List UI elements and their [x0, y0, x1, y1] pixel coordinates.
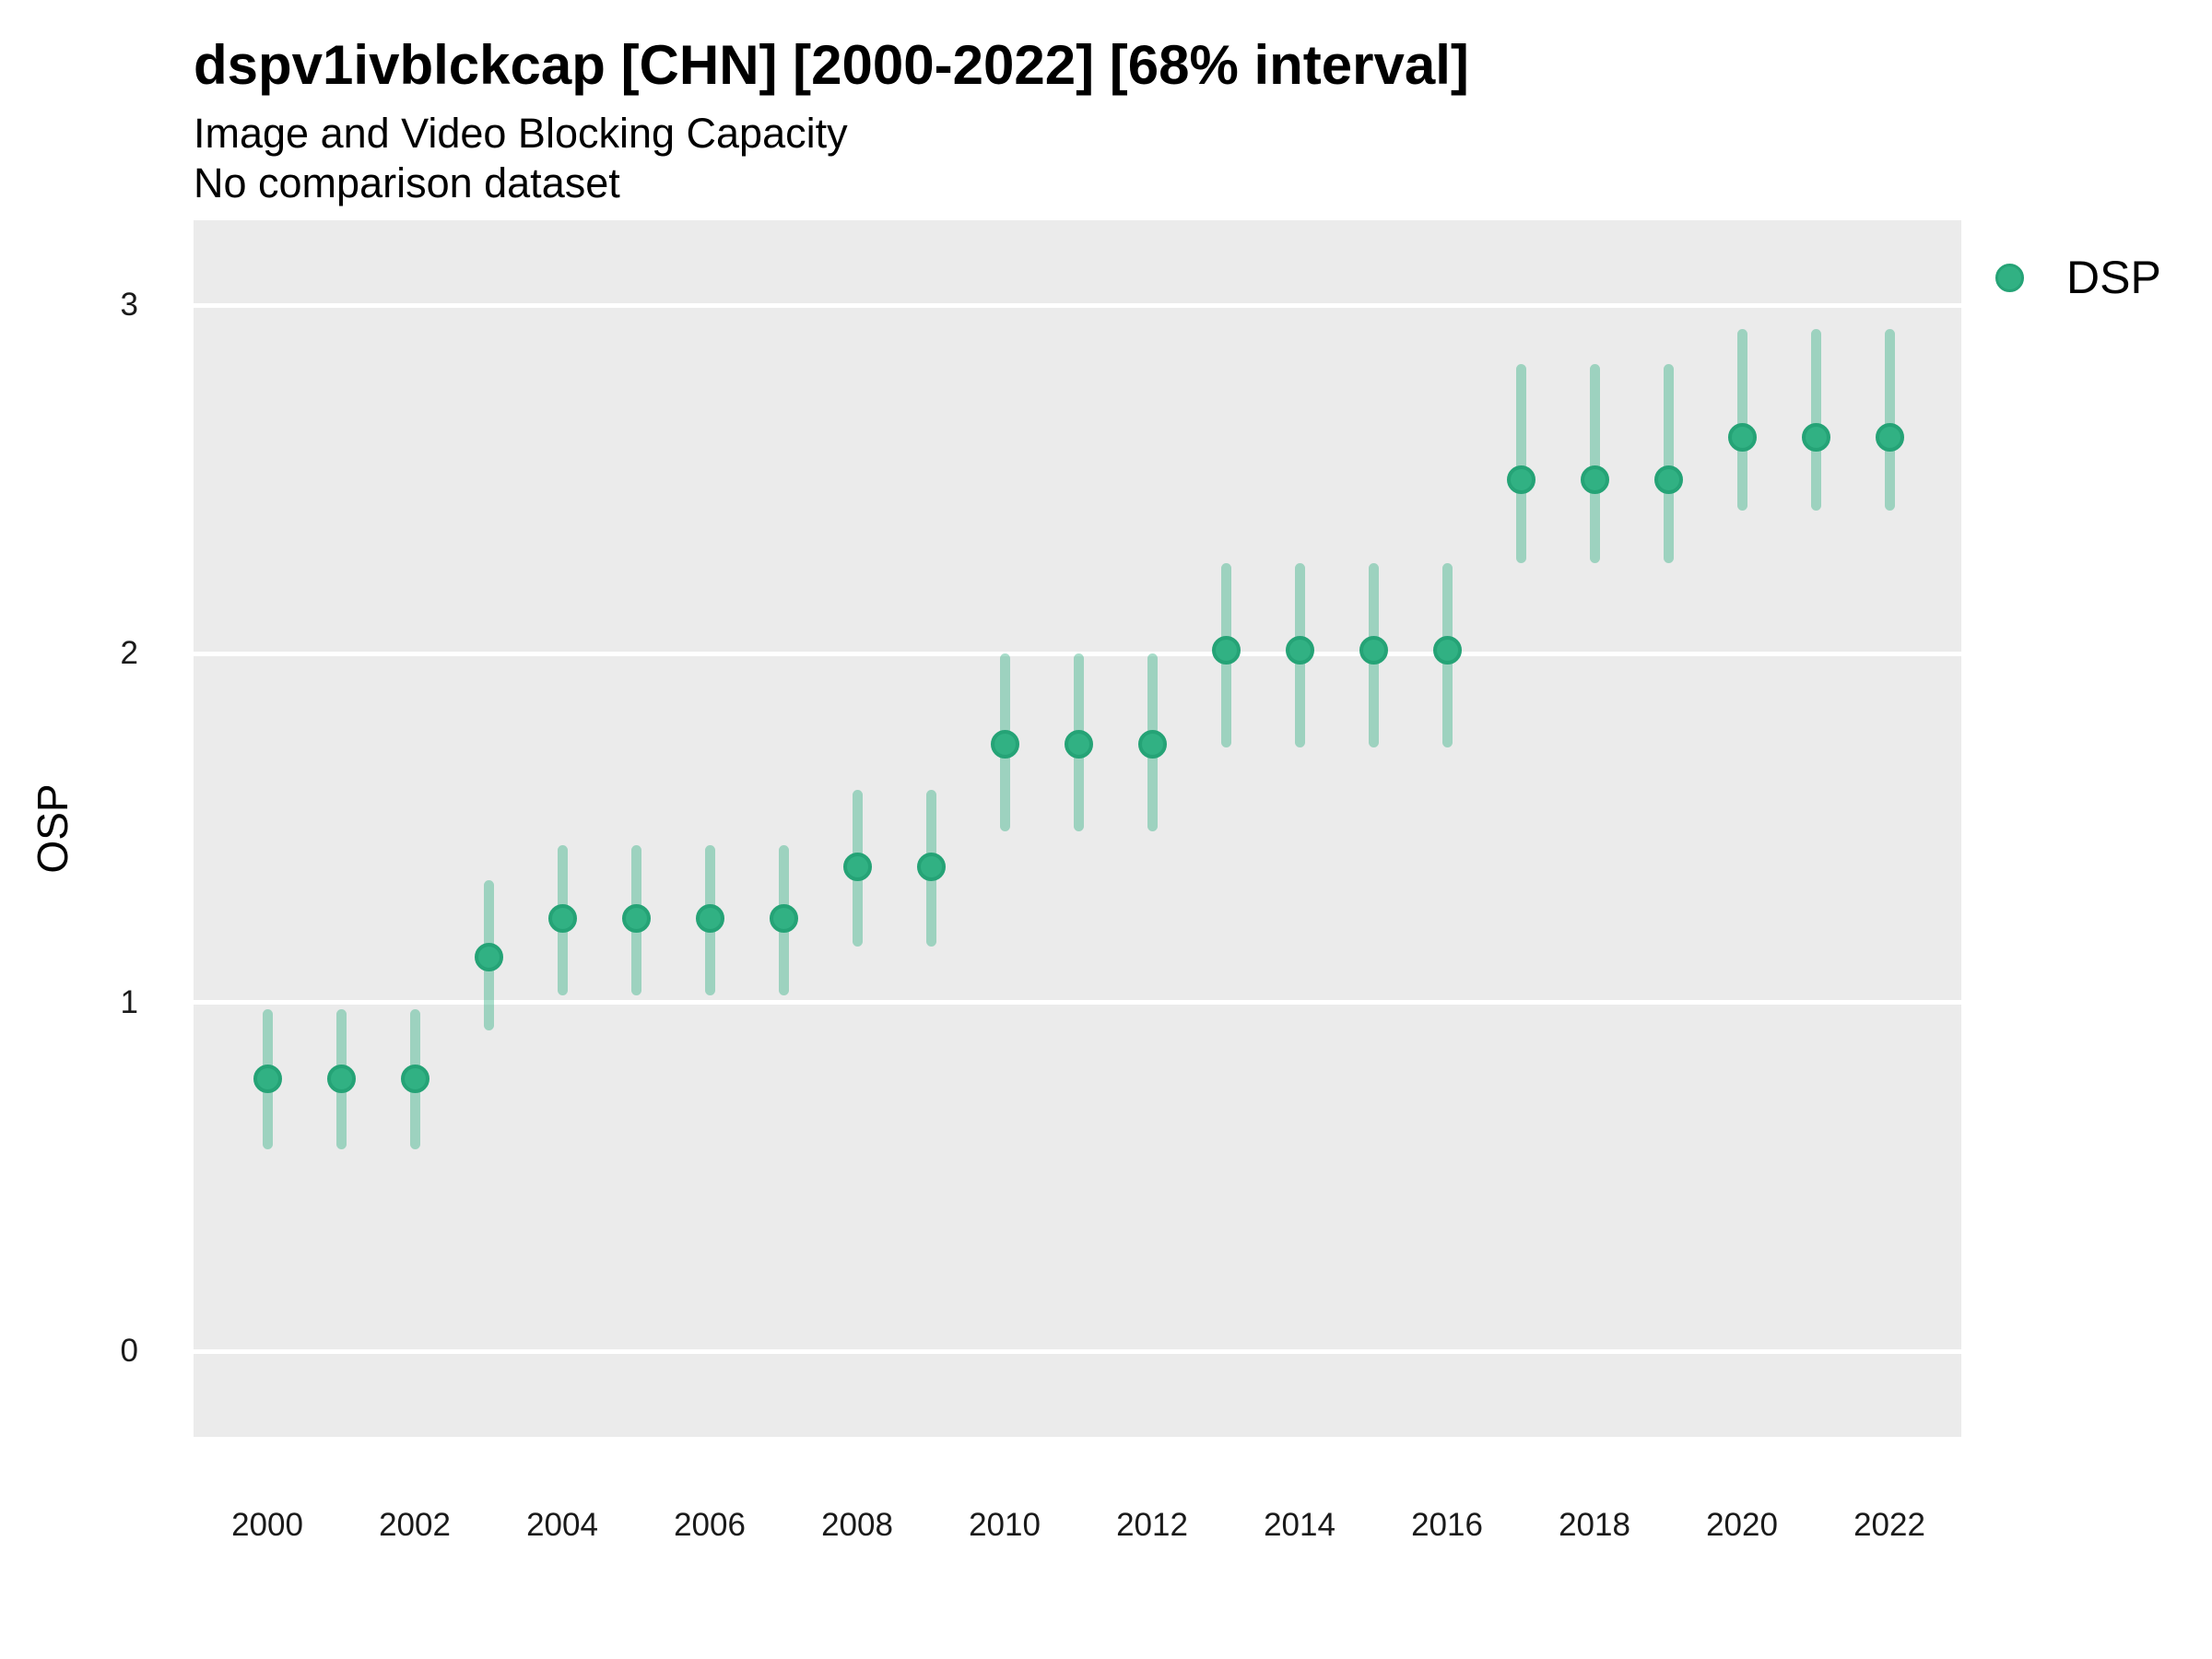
data-point-2012 [1137, 730, 1167, 759]
data-point-2010 [990, 730, 1019, 759]
gridline-y-0 [194, 1348, 1961, 1354]
data-point-2005 [621, 904, 651, 934]
data-point-2002 [400, 1065, 429, 1094]
x-tick-label-2012: 2012 [1116, 1507, 1188, 1543]
x-tick-label-2002: 2002 [379, 1507, 451, 1543]
data-point-2007 [769, 904, 798, 934]
data-point-2004 [547, 904, 577, 934]
y-tick-label-3: 3 [120, 287, 138, 323]
data-point-2014 [1285, 636, 1314, 665]
gridline-y-2 [194, 651, 1961, 656]
x-tick-label-2000: 2000 [231, 1507, 303, 1543]
gridline-y-3 [194, 302, 1961, 308]
interval-bar-2022 [1884, 329, 1895, 512]
interval-bar-2019 [1663, 364, 1674, 563]
data-point-2018 [1580, 465, 1609, 494]
data-point-2013 [1211, 636, 1241, 665]
x-tick-label-2022: 2022 [1853, 1507, 1925, 1543]
data-point-2021 [1801, 423, 1830, 453]
x-tick-label-2010: 2010 [969, 1507, 1041, 1543]
x-tick-label-2018: 2018 [1559, 1507, 1630, 1543]
y-axis-title: OSP [29, 783, 76, 874]
plot-panel [194, 220, 1961, 1437]
x-tick-label-2004: 2004 [526, 1507, 598, 1543]
data-point-2000 [253, 1065, 282, 1094]
data-point-2001 [326, 1065, 356, 1094]
data-point-2017 [1506, 465, 1535, 494]
y-tick-label-0: 0 [120, 1333, 138, 1369]
data-point-2022 [1875, 423, 1904, 453]
y-tick-label-2: 2 [120, 635, 138, 672]
x-tick-label-2014: 2014 [1264, 1507, 1335, 1543]
legend-point-icon [1995, 263, 2024, 292]
chart-subtitle: Image and Video Blocking Capacity [194, 110, 848, 157]
data-point-2008 [842, 852, 872, 881]
x-tick-label-2016: 2016 [1411, 1507, 1483, 1543]
data-point-2011 [1064, 730, 1093, 759]
data-point-2019 [1653, 465, 1683, 494]
interval-bar-2017 [1515, 364, 1526, 563]
x-tick-label-2020: 2020 [1706, 1507, 1778, 1543]
legend: DSP [1995, 252, 2161, 303]
data-point-2009 [916, 852, 946, 881]
gridline-y-1 [194, 1000, 1961, 1006]
x-tick-label-2006: 2006 [674, 1507, 746, 1543]
interval-bar-2018 [1589, 364, 1600, 563]
legend-label: DSP [2066, 252, 2161, 303]
data-point-2003 [474, 942, 503, 971]
x-tick-label-2008: 2008 [821, 1507, 893, 1543]
data-point-2016 [1432, 636, 1462, 665]
interval-bar-2020 [1736, 329, 1747, 512]
data-point-2020 [1727, 423, 1757, 453]
data-point-2015 [1359, 636, 1388, 665]
y-tick-label-1: 1 [120, 983, 138, 1020]
chart-title: dspv1ivblckcap [CHN] [2000-2022] [68% in… [194, 34, 1469, 96]
chart-note: No comparison dataset [194, 159, 620, 206]
interval-bar-2021 [1810, 329, 1821, 512]
data-point-2006 [695, 904, 724, 934]
